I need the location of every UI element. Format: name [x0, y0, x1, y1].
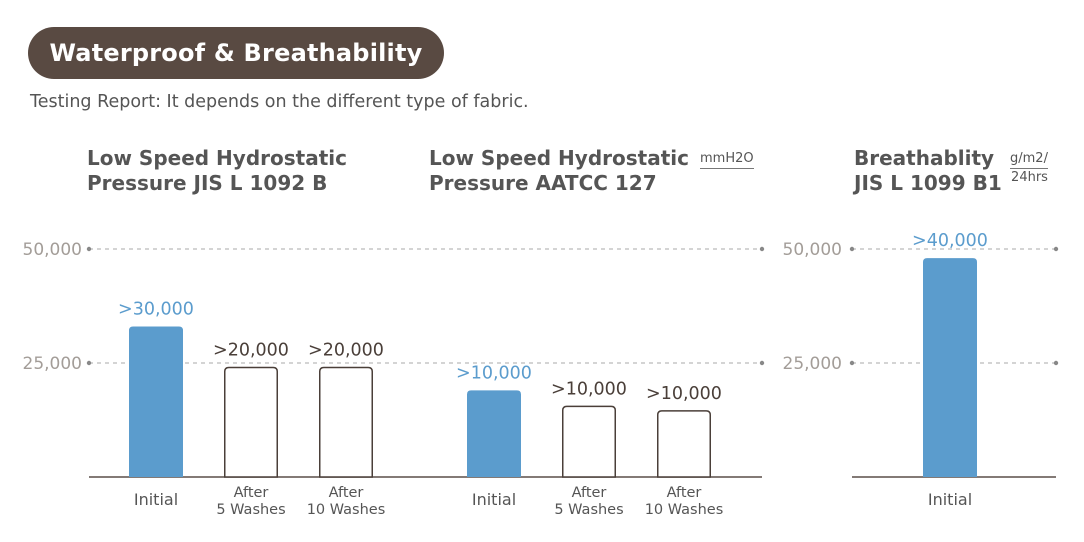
bar-1-2	[657, 410, 711, 478]
category-label-0-2-line0: After	[329, 485, 364, 501]
chart3-title-line2: JIS L 1099 B1	[854, 171, 1002, 195]
value-label-0-0: >30,000	[118, 300, 194, 320]
value-label-2-0: >40,000	[912, 231, 988, 251]
category-label-1-2-line1: 10 Washes	[645, 502, 724, 518]
chart2-unit: mmH2O	[700, 150, 754, 169]
chart1-title-line2: Pressure JIS L 1092 B	[87, 171, 328, 195]
gridline-dot-right-0-1	[759, 360, 765, 366]
gridline-dot-right-0-0	[759, 246, 765, 252]
chart3-title: Breathablity JIS L 1099 B1	[854, 146, 1002, 196]
ytick-label-2-1: 25,000	[783, 354, 842, 374]
category-label-0-2-line1: 10 Washes	[307, 502, 386, 518]
category-label-2-0: Initial	[928, 490, 972, 509]
gridline-dot-right-1-1	[1053, 360, 1059, 366]
gridline-dot-left-0-0	[86, 246, 92, 252]
chart3-unit: g/m2/ 24hrs	[1010, 150, 1048, 186]
category-label-1-2-line0: After	[667, 485, 702, 501]
category-label-0-1-line1: 5 Washes	[216, 502, 285, 518]
gridline-dot-left-1-0	[849, 246, 855, 252]
bar-0-2	[319, 366, 373, 478]
value-label-1-2: >10,000	[646, 384, 722, 404]
ytick-label-0-0: 50,000	[23, 240, 82, 260]
chart3-title-line1: Breathablity	[854, 146, 995, 170]
ytick-label-2-0: 50,000	[783, 240, 842, 260]
bar-0-1	[224, 366, 278, 478]
value-label-0-1: >20,000	[213, 341, 289, 361]
bar-0-0	[129, 326, 183, 477]
gridline-dot-left-0-1	[86, 360, 92, 366]
gridline-dot-left-1-1	[849, 360, 855, 366]
chart3-unit-line2: 24hrs	[1011, 170, 1048, 185]
category-label-1-1-line1: 5 Washes	[554, 502, 623, 518]
chart2-title-line1: Low Speed Hydrostatic	[429, 146, 689, 170]
chart1-title: Low Speed Hydrostatic Pressure JIS L 109…	[87, 146, 347, 196]
value-label-1-0: >10,000	[456, 363, 532, 383]
chart2-title: Low Speed Hydrostatic Pressure AATCC 127	[429, 146, 689, 196]
category-label-0-1-line0: After	[234, 485, 269, 501]
gridline-dot-right-1-0	[1053, 246, 1059, 252]
subtitle: Testing Report: It depends on the differ…	[30, 92, 529, 112]
bar-1-0	[467, 390, 521, 477]
section-badge: Waterproof & Breathability	[28, 27, 444, 79]
category-label-1-0: Initial	[472, 490, 516, 509]
bar-1-1	[562, 405, 616, 478]
category-label-1-1-line0: After	[572, 485, 607, 501]
value-label-1-1: >10,000	[551, 379, 627, 399]
chart2-unit-text: mmH2O	[700, 150, 754, 169]
chart2-title-line2: Pressure AATCC 127	[429, 171, 657, 195]
chart1-title-line1: Low Speed Hydrostatic	[87, 146, 347, 170]
ytick-label-0-1: 25,000	[23, 354, 82, 374]
category-label-0-0: Initial	[134, 490, 178, 509]
value-label-0-2: >20,000	[308, 341, 384, 361]
chart3-unit-line1: g/m2/	[1010, 150, 1048, 169]
bar-2-0	[923, 258, 977, 477]
